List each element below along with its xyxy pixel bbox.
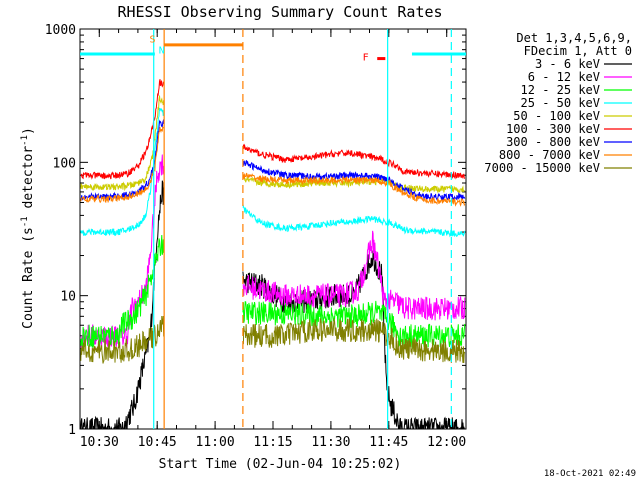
legend-label-7: 800 - 7000 keV bbox=[499, 148, 600, 162]
legend-label-4: 50 - 100 keV bbox=[513, 109, 600, 123]
legend-label-1: 6 - 12 keV bbox=[528, 70, 600, 84]
series-8-line bbox=[80, 315, 466, 364]
series-6-line bbox=[80, 119, 466, 202]
series-3-line bbox=[80, 107, 466, 238]
x-tick-label-3: 11:15 bbox=[253, 435, 292, 450]
series-5-line bbox=[80, 79, 466, 180]
x-axis-label: Start Time (02-Jun-04 10:25:02) bbox=[159, 457, 402, 472]
timestamp: 18-Oct-2021 02:49 bbox=[544, 469, 636, 479]
legend-label-3: 25 - 50 keV bbox=[521, 96, 600, 110]
data-layer bbox=[80, 29, 466, 429]
y-axis-label-sup1: -1 bbox=[20, 216, 30, 227]
y-axis-label-main: Count Rate (s bbox=[21, 227, 36, 329]
y-axis-label: Count Rate (s-1 detector-1) bbox=[20, 127, 36, 329]
chart-title: RHESSI Observing Summary Count Rates bbox=[117, 3, 442, 21]
series-2-line bbox=[80, 234, 466, 350]
legend-label-5: 100 - 300 keV bbox=[506, 122, 600, 136]
series-7-line bbox=[80, 126, 466, 207]
x-tick-label-6: 12:00 bbox=[427, 435, 466, 450]
x-tick-label-4: 11:30 bbox=[311, 435, 350, 450]
y-axis-label-sup2: -1 bbox=[20, 135, 30, 146]
plot-area: 1 10 100 1000 10:30 10:45 11:00 11:15 11:30 11:45… bbox=[45, 23, 467, 450]
x-tick-label-2: 11:00 bbox=[196, 435, 235, 450]
x-tick-label-5: 11:45 bbox=[369, 435, 408, 450]
y-tick-label-3: 1000 bbox=[45, 23, 76, 38]
y-tick-label-0: 1 bbox=[68, 423, 76, 438]
y-tick-label-1: 10 bbox=[60, 290, 76, 305]
legend-label-2: 12 - 25 keV bbox=[521, 83, 600, 97]
plot-frame bbox=[79, 28, 467, 430]
y-axis-label-end: ) bbox=[21, 127, 36, 135]
series-4-line bbox=[80, 95, 465, 194]
marker-label-s: S bbox=[150, 34, 156, 45]
legend-label-0: 3 - 6 keV bbox=[535, 57, 600, 71]
legend-header-line-1: Det 1,3,4,5,6,9, bbox=[516, 31, 632, 45]
legend-label-8: 7000 - 15000 keV bbox=[484, 161, 600, 175]
marker-label-f: F bbox=[363, 53, 369, 64]
y-axis-label-mid: detector bbox=[21, 146, 36, 217]
legend-header-line-2: FDecim 1, Att 0 bbox=[524, 44, 632, 58]
x-tick-label-0: 10:30 bbox=[80, 435, 119, 450]
x-tick-label-1: 10:45 bbox=[138, 435, 177, 450]
marker-label-n: N bbox=[159, 46, 165, 57]
y-tick-label-2: 100 bbox=[53, 156, 76, 171]
legend-label-6: 300 - 800 keV bbox=[506, 135, 600, 149]
